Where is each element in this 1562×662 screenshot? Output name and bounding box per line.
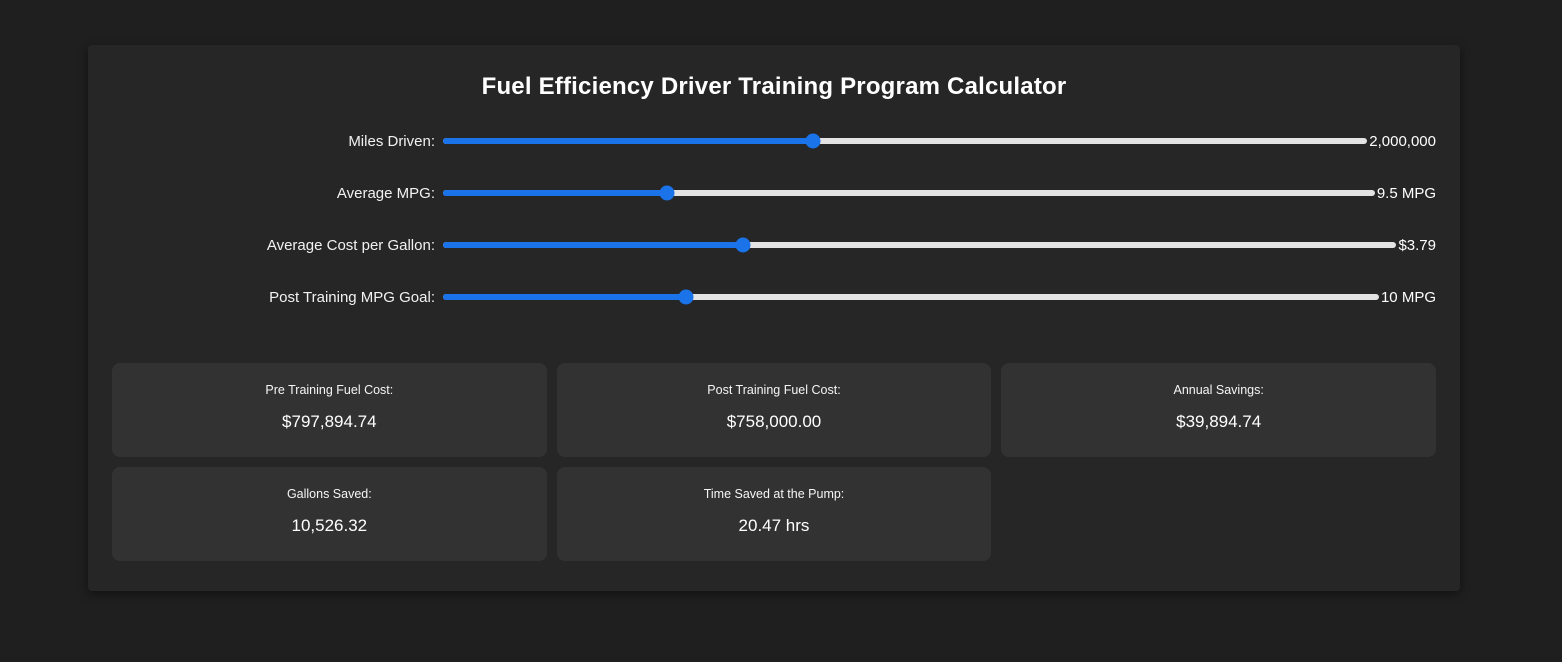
- calculator-panel: Fuel Efficiency Driver Training Program …: [88, 45, 1460, 591]
- slider-thumb[interactable]: [659, 185, 675, 201]
- cost-per-gallon-value: $3.79: [1398, 236, 1436, 254]
- slider-track[interactable]: [443, 190, 1375, 196]
- slider-row-cost-per-gallon: Average Cost per Gallon: $3.79: [112, 219, 1436, 271]
- miles-driven-label: Miles Driven:: [348, 132, 435, 150]
- average-mpg-label: Average MPG:: [336, 184, 435, 202]
- post-training-mpg-goal-value: 10 MPG: [1380, 288, 1436, 306]
- average-mpg-slider[interactable]: [443, 185, 1375, 201]
- result-label: Time Saved at the Pump:: [703, 487, 845, 501]
- cost-per-gallon-label: Average Cost per Gallon:: [266, 236, 435, 254]
- slider-thumb[interactable]: [678, 289, 694, 305]
- slider-fill: [443, 138, 813, 144]
- result-value: 20.47 hrs: [738, 516, 810, 535]
- slider-fill: [443, 242, 744, 248]
- slider-thumb[interactable]: [805, 133, 821, 149]
- slider-row-post-training-mpg-goal: Post Training MPG Goal: 10 MPG: [112, 271, 1436, 323]
- average-mpg-value: 9.5 MPG: [1376, 184, 1436, 202]
- result-label: Pre Training Fuel Cost:: [265, 383, 394, 397]
- result-value: 10,526.32: [291, 516, 368, 535]
- result-card-gallons-saved: Gallons Saved: 10,526.32: [112, 467, 547, 561]
- result-label: Post Training Fuel Cost:: [707, 383, 841, 397]
- slider-row-average-mpg: Average MPG: 9.5 MPG: [112, 167, 1436, 219]
- result-label: Annual Savings:: [1173, 383, 1264, 397]
- result-value: $758,000.00: [726, 412, 822, 431]
- slider-track[interactable]: [443, 294, 1379, 300]
- slider-fill: [443, 190, 667, 196]
- result-card-post-training-fuel-cost: Post Training Fuel Cost: $758,000.00: [556, 363, 992, 457]
- result-card-annual-savings: Annual Savings: $39,894.74: [1001, 363, 1436, 457]
- results-grid: Pre Training Fuel Cost: $797,894.74 Post…: [112, 363, 1436, 561]
- cost-per-gallon-slider[interactable]: [443, 237, 1397, 253]
- post-training-mpg-goal-slider[interactable]: [443, 289, 1379, 305]
- slider-track[interactable]: [443, 138, 1368, 144]
- slider-row-miles-driven: Miles Driven: 2,000,000: [112, 115, 1436, 167]
- result-label: Gallons Saved:: [286, 487, 372, 501]
- result-value: $797,894.74: [282, 412, 377, 431]
- result-value: $39,894.74: [1176, 412, 1262, 431]
- result-card-time-saved-at-pump: Time Saved at the Pump: 20.47 hrs: [556, 467, 992, 561]
- miles-driven-slider[interactable]: [443, 133, 1368, 149]
- slider-fill: [443, 294, 687, 300]
- slider-track[interactable]: [443, 242, 1397, 248]
- slider-thumb[interactable]: [735, 237, 751, 253]
- miles-driven-value: 2,000,000: [1369, 132, 1436, 150]
- page-title: Fuel Efficiency Driver Training Program …: [481, 73, 1067, 100]
- result-card-pre-training-fuel-cost: Pre Training Fuel Cost: $797,894.74: [112, 363, 547, 457]
- post-training-mpg-goal-label: Post Training MPG Goal:: [269, 288, 435, 306]
